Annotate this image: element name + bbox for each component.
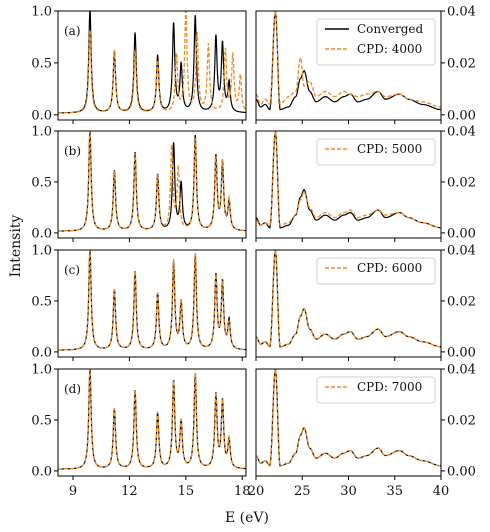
axes-frame [57,368,247,477]
cpd-series-line [256,369,441,467]
y-axis-label: Intensity [8,215,24,278]
cpd-series-line [58,369,246,470]
y-tick-label: 0.0 [31,464,52,479]
panel-grid: 0.0 0.5 1.0 0.00 0.02 0.04 (a) Converged CPD: 40… [31,5,476,500]
y-tick-label: 0.04 [447,363,476,378]
legend: CPD: 6000 [316,257,436,285]
converged-series-line [58,11,246,114]
y-tick-label: 1.0 [31,363,52,378]
x-tick-label: 35 [386,484,403,499]
y-tick-label: 0.0 [31,226,52,241]
y-tick-label: 1.0 [31,5,52,20]
x-tick-label: 18 [234,484,251,499]
x-tick-label: 30 [340,484,357,499]
cpd-series-line [256,11,441,108]
panel-label: (d) [64,382,81,396]
panel-row: 0.0 0.5 1.0 0.00 0.02 0.04 (c) CPD: 6000 [31,244,476,361]
x-axis-label: E (eV) [225,510,269,526]
y-tick-label: 0.04 [447,244,476,259]
y-tick-label: 0.0 [31,108,52,123]
y-tick-label: 0.02 [447,413,476,428]
y-tick-label: 0.00 [447,345,476,360]
y-tick-label: 1.0 [31,244,52,259]
y-tick-label: 0.02 [447,294,476,309]
y-tick-label: 0.02 [447,175,476,190]
cpd-series-line [58,250,246,351]
y-tick-label: 0.04 [447,125,476,140]
legend-entry: Converged [357,22,424,36]
y-tick-label: 0.04 [447,5,476,20]
axes-frame [57,249,247,358]
y-tick-label: 0.5 [31,175,52,190]
x-tick-label: 9 [69,484,77,499]
x-tick-label: 25 [294,484,311,499]
y-tick-label: 0.02 [447,56,476,71]
legend-box [316,138,436,166]
axes-frame [57,130,247,239]
legend-box [316,376,436,404]
panel-label: (a) [64,24,81,38]
legend-entry: CPD: 7000 [357,380,422,394]
y-tick-label: 0.00 [447,464,476,479]
y-tick-label: 0.5 [31,56,52,71]
legend: CPD: 7000 [316,376,436,404]
y-tick-label: 0.00 [447,226,476,241]
panel-row: 0.0 0.5 1.0 0.00 0.02 0.04 (b) CPD: 5000 [31,125,476,242]
cpd-series-line [58,11,246,114]
legend-entry: CPD: 6000 [357,261,422,275]
y-tick-label: 0.5 [31,294,52,309]
y-tick-label: 0.5 [31,413,52,428]
panel-label: (c) [64,263,80,277]
legend: Converged CPD: 4000 [316,18,436,66]
y-tick-label: 0.00 [447,108,476,123]
cpd-series-line [58,131,246,232]
axes-frame [57,10,247,121]
converged-series-line [256,11,441,111]
converged-series-line [58,131,246,232]
legend-entry: CPD: 4000 [357,42,422,56]
cpd-series-line [256,250,441,348]
x-tick-label: 15 [178,484,195,499]
legend: CPD: 5000 [316,138,436,166]
panel-row: 0.0 0.5 1.0 0.00 0.02 0.04 (a) Converged CPD: 40… [31,5,476,124]
legend-box [316,18,436,66]
x-tick-label: 12 [121,484,138,499]
legend-entry: CPD: 5000 [357,142,422,156]
legend-box [316,257,436,285]
panel-label: (b) [64,144,81,158]
x-tick-label: 20 [248,484,265,499]
x-tick-label: 40 [433,484,450,499]
cpd-series-line [256,131,441,229]
y-tick-label: 0.0 [31,345,52,360]
y-tick-label: 1.0 [31,125,52,140]
